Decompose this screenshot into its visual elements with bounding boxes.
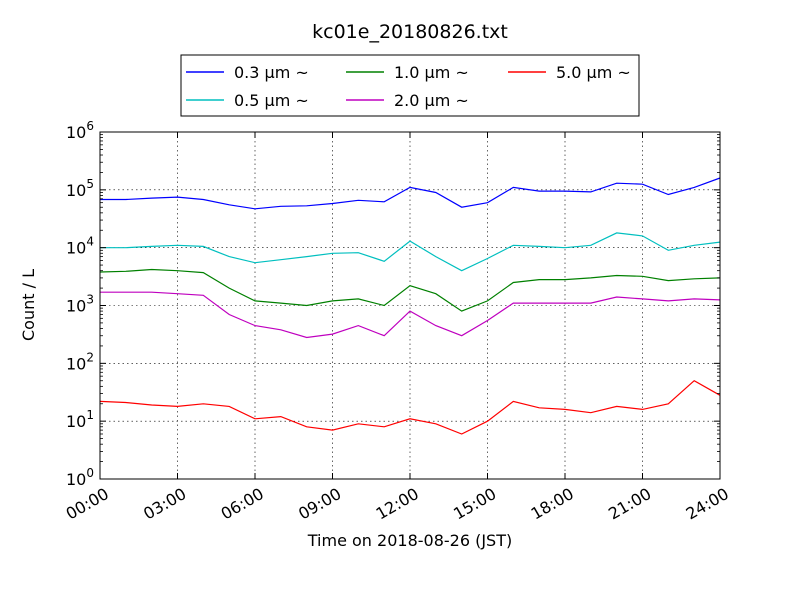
series-line [99, 268, 721, 312]
x-tick-label: 21:00 [605, 484, 654, 524]
legend-label: 5.0 μm ~ [556, 63, 631, 82]
y-tick-exponent: 4 [86, 235, 94, 249]
y-tick-exponent: 0 [86, 466, 94, 480]
y-tick-exponent: 1 [86, 408, 94, 422]
x-tick-labels: 00:00 03:00 06:00 09:00 12:00 15:00 18:00 21:00… [63, 484, 732, 524]
legend-label: 2.0 μm ~ [394, 91, 469, 110]
x-tick-label: 03:00 [140, 484, 189, 524]
series-line [100, 291, 721, 339]
series-line [100, 177, 721, 210]
y-tick-label: 105 [66, 177, 94, 200]
legend-label: 0.3 μm ~ [234, 63, 309, 82]
x-axis-label: Time on 2018-08-26 (JST) [307, 531, 512, 550]
series-line [99, 379, 721, 435]
y-tick-base: 10 [66, 412, 86, 431]
x-tick-label: 09:00 [295, 484, 344, 524]
series-layer [99, 177, 721, 435]
legend-label: 0.5 μm ~ [234, 91, 309, 110]
y-tick-base: 10 [66, 297, 86, 316]
y-tick-label: 104 [66, 235, 94, 258]
chart-title: kc01e_20180826.txt [312, 21, 508, 43]
legend: 0.3 μm ~ 0.5 μm ~ 1.0 μm ~ 2.0 μm ~ 5.0 μm ~ [180, 54, 640, 117]
x-tick-label: 18:00 [528, 484, 577, 524]
y-tick-label: 102 [66, 350, 94, 373]
y-tick-label: 106 [66, 119, 94, 142]
x-tick-label: 15:00 [450, 484, 499, 524]
y-tick-base: 10 [66, 470, 86, 489]
x-tick-label: 12:00 [373, 484, 422, 524]
y-tick-exponent: 5 [86, 177, 94, 191]
x-tick-label: 00:00 [63, 484, 112, 524]
y-tick-label: 100 [66, 466, 94, 489]
legend-box [180, 54, 640, 117]
y-tick-label: 103 [66, 293, 94, 316]
y-tick-base: 10 [66, 239, 86, 258]
y-tick-exponent: 2 [86, 350, 94, 364]
x-tick-label: 06:00 [218, 484, 267, 524]
ticks [99, 131, 721, 480]
y-axis-label: Count / L [19, 269, 38, 341]
y-tick-label: 101 [66, 408, 94, 431]
y-tick-base: 10 [66, 123, 86, 142]
y-tick-base: 10 [66, 354, 86, 373]
y-tick-exponent: 6 [86, 119, 94, 133]
y-tick-exponent: 3 [86, 293, 94, 307]
series-line [100, 232, 721, 272]
x-tick-label: 24:00 [683, 484, 732, 524]
y-tick-base: 10 [66, 181, 86, 200]
legend-label: 1.0 μm ~ [394, 63, 469, 82]
